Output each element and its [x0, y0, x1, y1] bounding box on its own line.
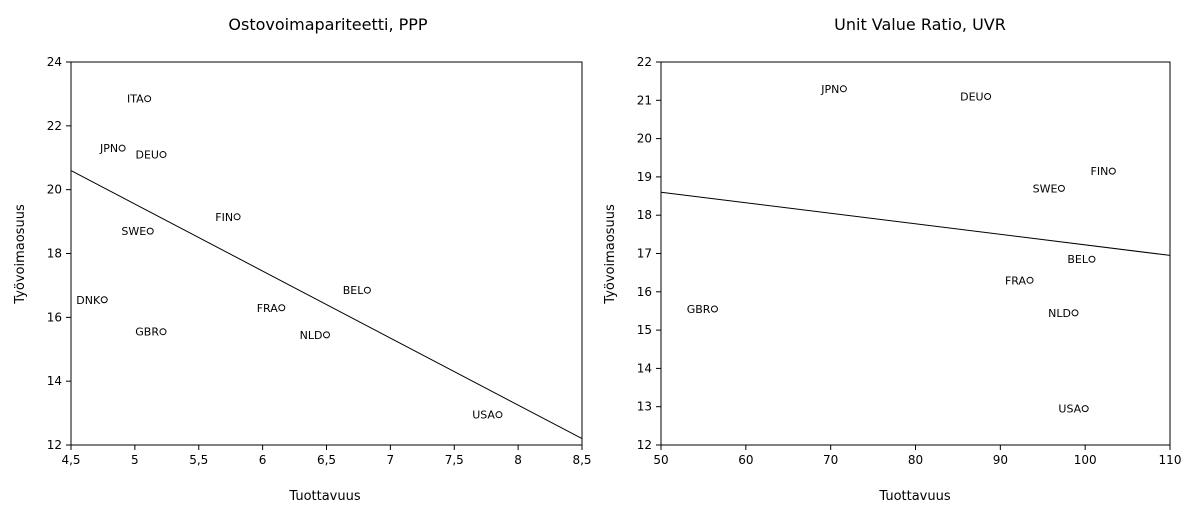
x-axis-label: Tuottavuus	[878, 489, 950, 504]
point-label-swe: SWE	[121, 225, 146, 238]
chart-uvr: Unit Value Ratio, UVR 50 60 70 80 90 100 110 1…	[603, 15, 1181, 504]
y-tick-label: 12	[47, 438, 62, 452]
point-label-fin: FIN	[215, 211, 233, 224]
plot-frame	[660, 61, 1171, 446]
data-point-gbr	[710, 305, 718, 313]
x-tick-label: 8	[514, 453, 522, 467]
data-point-deu	[984, 92, 992, 100]
point-label-deu: DEU	[135, 149, 158, 162]
data-point-deu	[159, 151, 167, 159]
y-tick-label: 21	[637, 93, 652, 107]
data-point-dnk	[100, 296, 108, 304]
point-label-nld: NLD	[300, 329, 323, 342]
y-tick-label: 17	[637, 247, 652, 261]
point-label-gbr: GBR	[135, 326, 159, 339]
x-tick-label: 4,5	[61, 453, 80, 467]
data-point-fin	[233, 213, 241, 221]
x-tick-label: 50	[653, 453, 668, 467]
data-point-ita	[144, 95, 152, 103]
x-tick-label: 6	[259, 453, 267, 467]
data-point-fin	[1108, 167, 1116, 175]
x-tick-label: 70	[823, 453, 838, 467]
x-axis-label: Tuottavuus	[288, 489, 360, 504]
point-label-bel: BEL	[1067, 253, 1088, 266]
trend-line	[660, 191, 1171, 256]
y-axis-label: Työvoimaosuus	[603, 204, 618, 305]
point-label-fra: FRA	[257, 302, 279, 315]
y-axis-label: Työvoimaosuus	[13, 204, 28, 305]
x-tick-label: 7,5	[445, 453, 464, 467]
y-tick-label: 16	[637, 285, 652, 299]
point-label-nld: NLD	[1048, 307, 1071, 320]
y-axis: 12 14 16 18 20 22 24	[47, 55, 71, 452]
y-tick-label: 22	[47, 119, 62, 133]
data-point-swe	[146, 227, 154, 235]
data-point-bel	[1088, 255, 1096, 263]
plot-frame	[70, 61, 583, 446]
point-label-usa: USA	[472, 409, 495, 422]
x-tick-label: 90	[993, 453, 1008, 467]
point-label-bel: BEL	[343, 284, 364, 297]
point-label-gbr: GBR	[687, 303, 711, 316]
y-tick-label: 14	[47, 374, 62, 388]
x-axis: 50 60 70 80 90 100 110	[653, 445, 1181, 467]
data-point-gbr	[159, 328, 167, 336]
chart-title: Ostovoimapariteetti, PPP	[228, 15, 427, 34]
y-tick-label: 18	[47, 247, 62, 261]
data-point-swe	[1057, 184, 1065, 192]
x-tick-label: 7	[387, 453, 395, 467]
data-point-jpn	[118, 144, 126, 152]
y-tick-label: 18	[637, 208, 652, 222]
point-label-ita: ITA	[127, 93, 144, 106]
y-tick-label: 13	[637, 400, 652, 414]
data-point-usa	[495, 411, 503, 419]
chart-ppp: Ostovoimapariteetti, PPP 4,5 5 5,5 6 6,5 7 7,5…	[13, 15, 592, 504]
x-tick-label: 60	[738, 453, 753, 467]
y-tick-label: 16	[47, 310, 62, 324]
y-tick-label: 14	[637, 361, 652, 375]
y-tick-label: 12	[637, 438, 652, 452]
y-tick-label: 20	[47, 183, 62, 197]
data-point-nld	[1071, 309, 1079, 317]
point-label-fin: FIN	[1091, 165, 1109, 178]
point-label-jpn: JPN	[820, 83, 839, 96]
y-tick-label: 24	[47, 55, 62, 69]
x-tick-label: 100	[1074, 453, 1097, 467]
y-tick-label: 19	[637, 170, 652, 184]
trend-line	[70, 170, 583, 440]
y-tick-label: 20	[637, 132, 652, 146]
data-point-jpn	[839, 85, 847, 93]
x-axis: 4,5 5 5,5 6 6,5 7 7,5 8 8,5	[61, 445, 592, 467]
data-point-fra	[278, 304, 286, 312]
data-points: JPN DEU FIN SWE BEL FRA GBR NLD USA	[687, 83, 1116, 416]
point-label-fra: FRA	[1005, 274, 1027, 287]
x-tick-label: 6,5	[317, 453, 336, 467]
point-label-swe: SWE	[1033, 182, 1058, 195]
data-point-usa	[1081, 405, 1089, 413]
point-label-deu: DEU	[960, 90, 983, 103]
x-tick-label: 80	[908, 453, 923, 467]
x-tick-label: 110	[1159, 453, 1182, 467]
x-tick-label: 5	[131, 453, 139, 467]
point-label-jpn: JPN	[99, 142, 118, 155]
data-point-fra	[1026, 276, 1034, 284]
data-points: ITA JPN DEU FIN SWE DNK BEL FRA GBR NLD USA	[76, 93, 503, 422]
data-point-bel	[363, 286, 371, 294]
x-tick-label: 8,5	[572, 453, 591, 467]
y-axis: 12 13 14 15 16 17 18 19 20 21 22	[637, 55, 661, 452]
x-tick-label: 5,5	[189, 453, 208, 467]
y-tick-label: 22	[637, 55, 652, 69]
y-tick-label: 15	[637, 323, 652, 337]
point-label-usa: USA	[1058, 403, 1081, 416]
chart-title: Unit Value Ratio, UVR	[834, 15, 1006, 34]
data-point-nld	[323, 331, 330, 339]
point-label-dnk: DNK	[76, 294, 101, 307]
